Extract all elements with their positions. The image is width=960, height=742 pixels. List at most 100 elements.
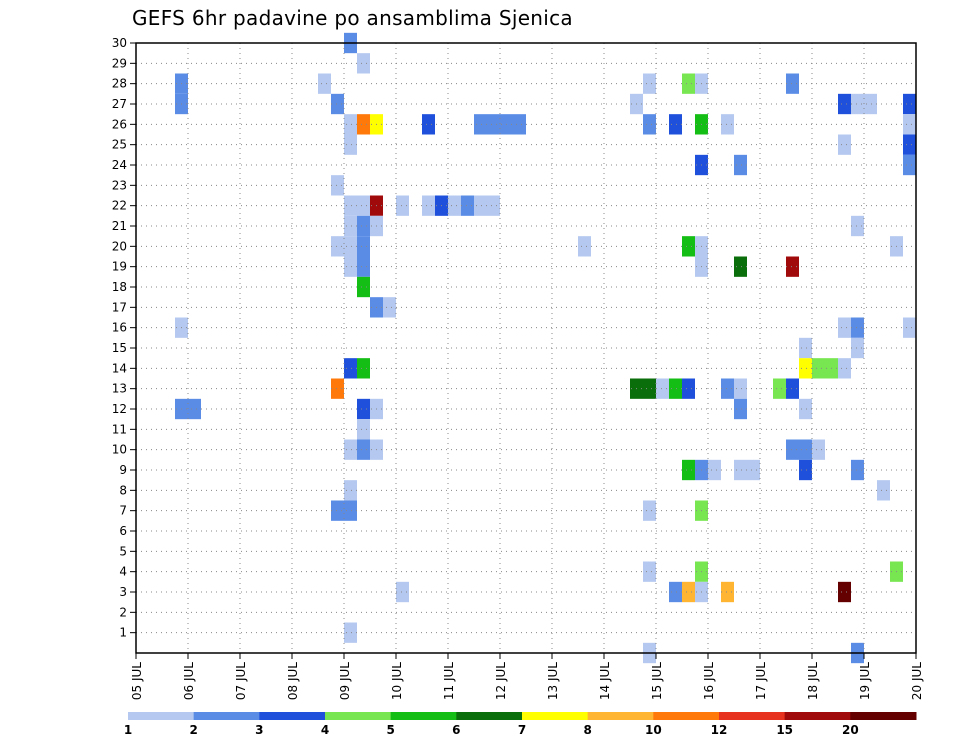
precip-cell — [448, 195, 461, 216]
precip-cell — [799, 398, 812, 420]
precip-cell — [357, 256, 370, 277]
colorbar-label: 6 — [452, 723, 460, 737]
precip-cell — [344, 500, 357, 521]
colorbar-segment — [259, 712, 326, 720]
precip-cell — [578, 236, 591, 257]
colorbar-segment — [653, 712, 720, 720]
precip-cell — [357, 276, 370, 298]
x-tick-label: 06 JUL — [182, 662, 196, 700]
y-tick-label: 12 — [112, 402, 127, 416]
colorbar-segment — [587, 712, 654, 720]
y-tick-label: 19 — [112, 260, 127, 274]
precip-cell — [344, 256, 357, 277]
precip-cell — [643, 561, 656, 582]
colorbar-segment — [784, 712, 851, 720]
y-tick-label: 2 — [119, 605, 127, 619]
y-tick-label: 21 — [112, 219, 127, 233]
colorbar-label: 20 — [842, 723, 859, 737]
precip-cell — [903, 317, 916, 338]
y-tick-label: 15 — [112, 341, 127, 355]
precip-cell — [643, 500, 656, 521]
precip-cell — [734, 256, 747, 277]
precip-cell — [864, 93, 877, 115]
colorbar-label: 2 — [189, 723, 197, 737]
precip-cell — [357, 419, 370, 440]
precip-cell — [747, 459, 760, 481]
precip-cell — [357, 114, 370, 135]
precip-cell — [799, 439, 812, 460]
y-tick-label: 25 — [112, 138, 127, 152]
y-tick-label: 26 — [112, 117, 127, 131]
precip-cell — [188, 398, 201, 420]
precip-cell — [331, 500, 344, 521]
x-tick-label: 15 JUL — [650, 662, 664, 700]
y-tick-label: 11 — [112, 422, 127, 436]
x-tick-label: 14 JUL — [598, 662, 612, 700]
colorbar: 1 2 3 4 5 6 7 8 10 12 15 20 — [124, 712, 917, 737]
y-tick-label: 3 — [119, 585, 127, 599]
precip-cell — [799, 337, 812, 359]
precip-cell — [487, 195, 500, 216]
precip-cell — [786, 439, 799, 460]
precip-cell — [474, 195, 487, 216]
y-axis: 1234567891011121314151617181920212223242… — [112, 36, 136, 640]
y-tick-label: 6 — [119, 524, 127, 538]
precip-cell — [903, 93, 916, 115]
precip-cell — [344, 215, 357, 237]
colorbar-segment — [719, 712, 786, 720]
precip-cell — [838, 581, 851, 603]
precip-cell — [838, 93, 851, 115]
precip-cell — [734, 378, 747, 399]
precip-cell — [721, 581, 734, 603]
precip-cell — [344, 358, 357, 379]
precip-cell — [318, 73, 331, 94]
precip-cell — [682, 378, 695, 399]
precip-cell — [799, 358, 812, 379]
colorbar-label: 4 — [321, 723, 329, 737]
precip-cell — [461, 195, 474, 216]
precip-cell — [903, 154, 916, 176]
precip-cell — [344, 480, 357, 501]
precip-cell — [721, 378, 734, 399]
precip-cell — [422, 114, 435, 135]
colorbar-segment — [456, 712, 523, 720]
precip-cell — [474, 114, 487, 135]
y-tick-label: 29 — [112, 56, 127, 70]
colorbar-label: 12 — [711, 723, 728, 737]
precip-cell — [669, 114, 682, 135]
y-tick-label: 30 — [112, 36, 127, 50]
precip-cell — [682, 581, 695, 603]
precip-cell — [643, 378, 656, 399]
precip-cell — [851, 215, 864, 237]
precip-cell — [513, 114, 526, 135]
colorbar-label: 8 — [583, 723, 591, 737]
precip-cell — [786, 378, 799, 399]
x-tick-label: 12 JUL — [494, 662, 508, 700]
x-tick-label: 20 JUL — [910, 662, 924, 700]
precip-cell — [851, 459, 864, 481]
precip-cell — [669, 378, 682, 399]
colorbar-label: 1 — [124, 723, 132, 737]
precip-cell — [903, 114, 916, 135]
precip-cell — [331, 175, 344, 196]
precip-cell — [357, 53, 370, 74]
precip-cell — [812, 358, 825, 379]
y-tick-label: 22 — [112, 199, 127, 213]
precip-cell — [422, 195, 435, 216]
x-tick-label: 17 JUL — [754, 662, 768, 700]
precip-cell — [734, 459, 747, 481]
precip-cell — [331, 93, 344, 115]
precip-cell — [851, 337, 864, 359]
precip-cell — [643, 114, 656, 135]
precip-cell — [708, 459, 721, 481]
precip-cell — [344, 134, 357, 155]
x-tick-label: 13 JUL — [546, 662, 560, 700]
y-tick-label: 5 — [119, 544, 127, 558]
precip-cell — [903, 134, 916, 155]
precip-cell — [838, 134, 851, 155]
x-tick-label: 11 JUL — [442, 662, 456, 700]
colorbar-segment — [325, 712, 392, 720]
y-tick-label: 24 — [112, 158, 127, 172]
x-tick-label: 08 JUL — [286, 662, 300, 700]
